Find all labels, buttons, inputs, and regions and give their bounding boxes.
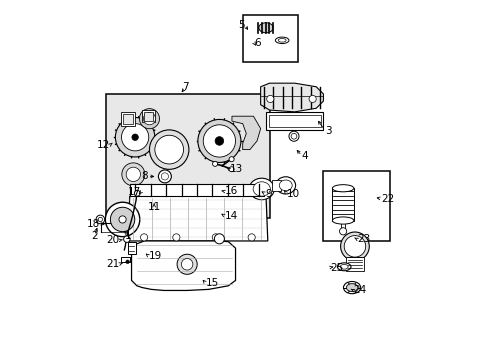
- Circle shape: [96, 215, 104, 224]
- Circle shape: [181, 258, 192, 270]
- Circle shape: [98, 217, 102, 222]
- Circle shape: [115, 117, 155, 157]
- Polygon shape: [265, 112, 323, 130]
- Circle shape: [105, 202, 140, 237]
- Bar: [272, 180, 281, 191]
- Ellipse shape: [279, 180, 292, 191]
- Polygon shape: [260, 83, 323, 112]
- Circle shape: [177, 254, 197, 274]
- Polygon shape: [128, 196, 267, 241]
- Text: 14: 14: [224, 211, 238, 221]
- Circle shape: [228, 167, 234, 172]
- Bar: [122, 113, 133, 124]
- Text: 21: 21: [106, 259, 120, 269]
- Text: 25: 25: [329, 262, 343, 273]
- Circle shape: [119, 216, 126, 223]
- Bar: [340, 219, 345, 231]
- Polygon shape: [231, 116, 260, 150]
- Text: 1: 1: [124, 231, 131, 240]
- Ellipse shape: [337, 263, 350, 271]
- Circle shape: [125, 260, 129, 264]
- Text: 10: 10: [286, 189, 299, 199]
- Circle shape: [339, 228, 346, 235]
- Text: 20: 20: [106, 235, 120, 245]
- Text: 23: 23: [356, 234, 369, 244]
- Text: 9: 9: [265, 189, 271, 199]
- Circle shape: [215, 137, 223, 145]
- Polygon shape: [131, 241, 235, 291]
- Text: 19: 19: [149, 251, 162, 261]
- Circle shape: [123, 236, 130, 242]
- Circle shape: [132, 134, 138, 140]
- Circle shape: [340, 232, 368, 261]
- Ellipse shape: [278, 39, 285, 42]
- Text: 5: 5: [237, 20, 244, 30]
- Ellipse shape: [343, 282, 360, 294]
- Text: 24: 24: [353, 285, 366, 296]
- Text: 6: 6: [254, 38, 260, 48]
- Circle shape: [161, 173, 168, 180]
- Text: 18: 18: [87, 219, 100, 229]
- Circle shape: [290, 134, 296, 139]
- Text: 4: 4: [301, 150, 308, 161]
- Circle shape: [126, 167, 140, 181]
- Bar: [128, 242, 136, 253]
- Circle shape: [158, 170, 171, 183]
- Ellipse shape: [275, 177, 295, 194]
- Circle shape: [247, 234, 255, 241]
- Circle shape: [214, 234, 224, 244]
- Ellipse shape: [340, 265, 347, 269]
- Polygon shape: [129, 184, 264, 196]
- Bar: [323, 171, 389, 241]
- Bar: [268, 115, 320, 127]
- Circle shape: [344, 235, 365, 257]
- Bar: [346, 257, 363, 271]
- Circle shape: [140, 234, 147, 241]
- Bar: [121, 112, 135, 126]
- Text: 3: 3: [325, 126, 331, 135]
- Circle shape: [172, 234, 180, 241]
- Text: 8: 8: [141, 171, 147, 181]
- Ellipse shape: [332, 185, 353, 192]
- Bar: [332, 188, 353, 221]
- Bar: [144, 112, 153, 121]
- Bar: [142, 110, 155, 122]
- Circle shape: [212, 234, 219, 241]
- Bar: [121, 257, 130, 262]
- Ellipse shape: [258, 23, 273, 33]
- Circle shape: [228, 157, 234, 162]
- Ellipse shape: [249, 178, 274, 200]
- Circle shape: [266, 95, 273, 103]
- Circle shape: [110, 207, 135, 231]
- Circle shape: [155, 135, 183, 164]
- Circle shape: [121, 123, 148, 151]
- Text: 16: 16: [224, 186, 238, 197]
- Text: 11: 11: [147, 202, 161, 212]
- Circle shape: [288, 131, 298, 141]
- Bar: [242, 15, 298, 62]
- Ellipse shape: [332, 217, 353, 224]
- Circle shape: [139, 109, 159, 129]
- Text: 22: 22: [381, 194, 394, 204]
- Text: 17: 17: [128, 187, 141, 197]
- Circle shape: [143, 113, 155, 125]
- Bar: [106, 94, 269, 218]
- Circle shape: [198, 120, 241, 162]
- Ellipse shape: [253, 182, 270, 196]
- Circle shape: [122, 163, 144, 186]
- Circle shape: [212, 161, 217, 166]
- Ellipse shape: [275, 37, 288, 44]
- Circle shape: [308, 95, 316, 103]
- Text: 12: 12: [97, 140, 110, 150]
- Text: 13: 13: [229, 164, 242, 174]
- Text: 2: 2: [91, 231, 98, 240]
- Circle shape: [149, 130, 188, 169]
- Text: 7: 7: [182, 82, 188, 93]
- Text: 15: 15: [205, 278, 219, 288]
- Circle shape: [134, 190, 140, 196]
- Circle shape: [203, 125, 235, 157]
- Ellipse shape: [346, 284, 357, 292]
